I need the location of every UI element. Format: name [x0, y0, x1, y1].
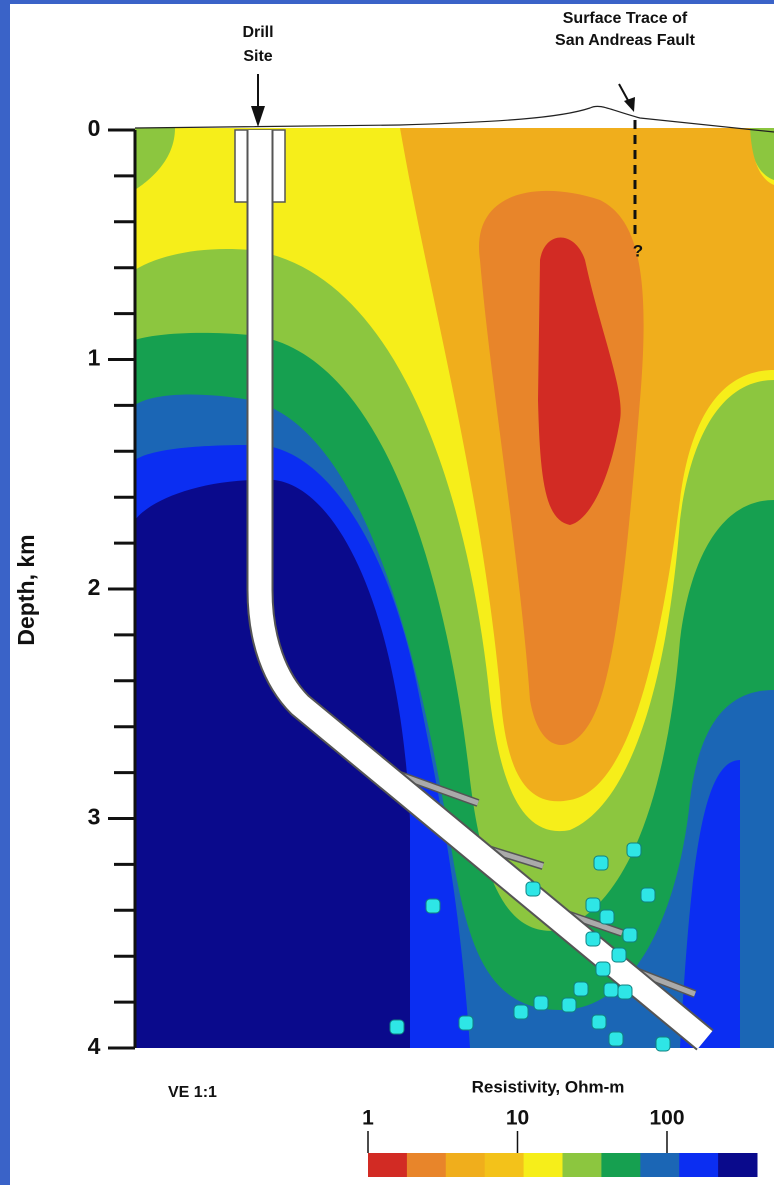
borehole [248, 130, 713, 1049]
earthquake [591, 1014, 607, 1030]
y-tick-label: 3 [88, 804, 101, 830]
y-tick-label: 1 [88, 345, 101, 371]
region [538, 237, 621, 525]
colorbar-band [679, 1153, 719, 1177]
earthquake [595, 961, 611, 977]
colorbar-band [718, 1153, 758, 1177]
earthquake [626, 842, 642, 858]
colorbar-band [601, 1153, 641, 1177]
earthquake [585, 897, 601, 913]
earthquake [573, 981, 589, 997]
earthquake [525, 881, 541, 897]
earthquake [599, 909, 615, 925]
earthquake [425, 898, 441, 914]
drill-arrowhead [251, 106, 265, 127]
colorbar-tick-label: 1 [362, 1107, 374, 1130]
earthquake [617, 984, 633, 1000]
earthquake [603, 982, 619, 998]
earthquake [585, 931, 601, 947]
earthquakes [389, 842, 671, 1052]
fault-label: Surface Trace of [563, 10, 688, 27]
colorbar-band [562, 1153, 602, 1177]
y-axis-label: Depth, km [13, 534, 39, 645]
y-tick-label: 0 [88, 115, 101, 141]
fault-query: ? [633, 241, 643, 260]
colorbar-band [368, 1153, 408, 1177]
fault-label: San Andreas Fault [555, 32, 696, 49]
earthquake [513, 1004, 529, 1020]
y-tick-label: 4 [88, 1033, 101, 1059]
fault-arrowhead [624, 97, 635, 112]
earthquake [389, 1019, 405, 1035]
topography [134, 105, 774, 133]
earthquake [640, 887, 656, 903]
colorbar-band [640, 1153, 680, 1177]
earthquake [622, 927, 638, 943]
colorbar-band [523, 1153, 563, 1177]
colorbar-tick-label: 100 [649, 1107, 684, 1130]
drill-site-label: Site [243, 48, 272, 65]
earthquake [608, 1031, 624, 1047]
colorbar-band [484, 1153, 525, 1177]
colorbar-title: Resistivity, Ohm-m [472, 1077, 625, 1096]
resistivity-field [135, 128, 774, 1048]
y-tick-label: 2 [88, 574, 101, 600]
colorbar-tick-label: 10 [506, 1107, 529, 1130]
earthquake [611, 947, 627, 963]
earthquake [533, 995, 549, 1011]
colorbar-band [406, 1153, 447, 1177]
branch [399, 772, 479, 806]
earthquake [458, 1015, 474, 1031]
drill-site-label: Drill [242, 24, 273, 41]
colorbar-band [445, 1153, 486, 1177]
earthquake [561, 997, 577, 1013]
ve-label: VE 1:1 [168, 1084, 217, 1101]
earthquake [593, 855, 609, 871]
earthquake [655, 1036, 671, 1052]
